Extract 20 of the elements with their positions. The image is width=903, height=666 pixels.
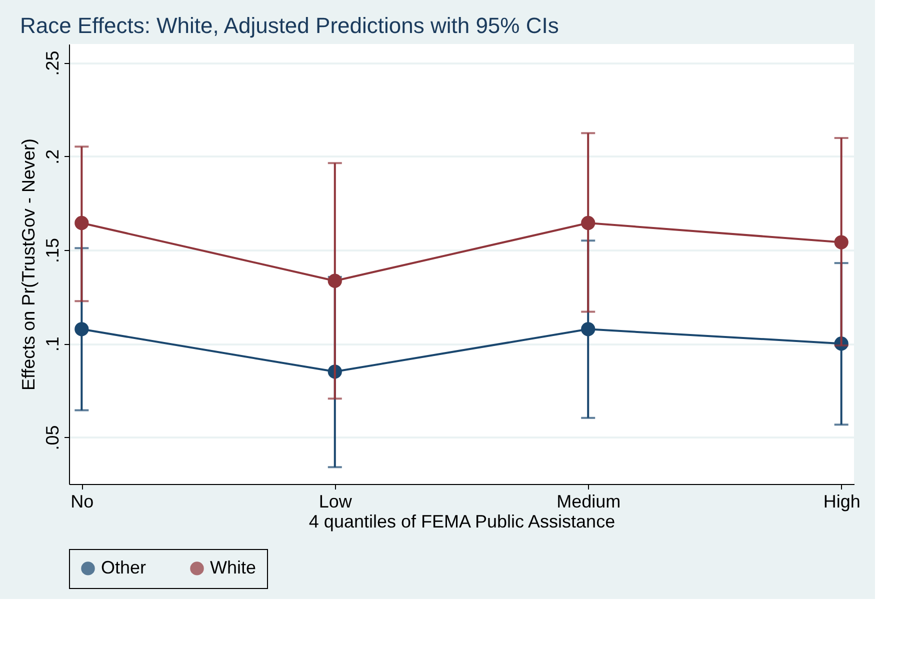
x-tick-label: No — [70, 492, 94, 512]
x-tick-label: Low — [318, 492, 353, 512]
y-tick-label: .05 — [42, 425, 62, 450]
point — [328, 274, 342, 288]
legend-label: White — [210, 557, 256, 578]
x-axis-title: 4 quantiles of FEMA Public Assistance — [308, 512, 616, 532]
y-tick-label: .25 — [42, 50, 62, 76]
y-tick-label: .15 — [42, 238, 62, 263]
y-tick-label: .2 — [42, 149, 62, 164]
point — [834, 235, 848, 250]
point — [74, 322, 89, 336]
point — [581, 322, 596, 336]
y-tick-label: .1 — [42, 336, 62, 352]
legend-label: Other — [101, 557, 146, 578]
y-axis-title: Effects on Pr(TrustGov - Never) — [18, 138, 38, 391]
chart-title: Race Effects: White, Adjusted Predictions with 95% CIs — [20, 13, 559, 38]
point — [581, 216, 596, 230]
x-tick-label: High — [823, 492, 860, 512]
x-tick-label: Medium — [556, 492, 621, 512]
point — [74, 216, 89, 230]
